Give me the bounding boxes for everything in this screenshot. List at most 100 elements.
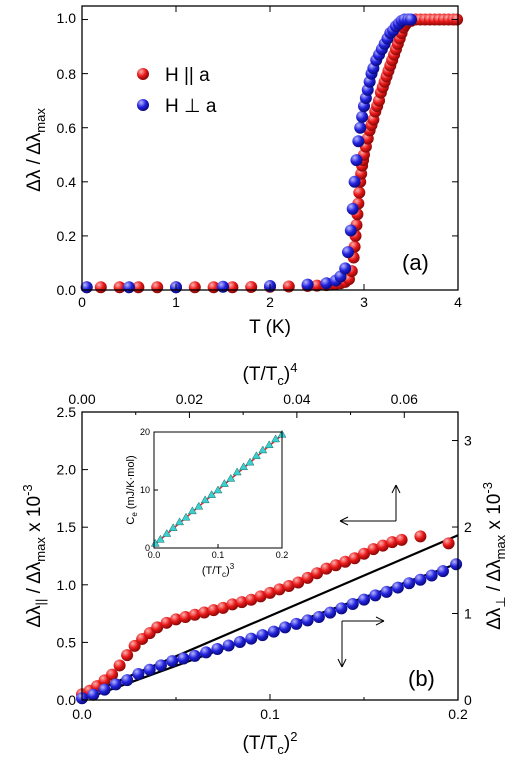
b-point-parallel-19 <box>235 596 248 609</box>
b-point-perp-25 <box>358 593 370 606</box>
b-lytick-1: 0.5 <box>57 634 77 650</box>
in-xtick-1: 0.1 <box>212 550 225 560</box>
b-point-perp-6 <box>143 663 156 676</box>
b-point-parallel-6 <box>121 649 134 662</box>
a-point-perp-15 <box>352 135 365 148</box>
b-point-parallel-12 <box>170 613 182 626</box>
legend-marker-parallel <box>137 68 149 80</box>
b-point-perp-30 <box>414 573 427 586</box>
panel-b-left-yticklabels: 0.0 0.5 1.0 1.5 2.0 2.5 <box>57 404 77 708</box>
b-point-parallel-21 <box>254 590 267 603</box>
panel-a-ticks <box>81 6 459 291</box>
b-point-parallel-27 <box>311 567 323 580</box>
b-point-parallel-16 <box>207 604 220 617</box>
b-point-perp-14 <box>233 636 246 649</box>
b-point-parallel-31 <box>348 552 361 565</box>
b-point-parallel-36 <box>395 533 408 546</box>
panel-a-points <box>80 13 464 294</box>
a-point-perp-36 <box>405 13 417 26</box>
b-point-parallel-5 <box>113 659 126 672</box>
inset-point-2 <box>162 528 172 537</box>
a-xtick-2: 2 <box>266 294 274 310</box>
a-point-perp-6 <box>320 277 333 290</box>
b-panel-label: (b) <box>408 666 435 691</box>
a-point-parallel-11 <box>282 280 295 293</box>
b-xtick-2: 0.2 <box>448 706 468 722</box>
panel-b-top-xticklabels: 0.00 0.02 0.04 0.06 <box>68 391 418 407</box>
inset-point-9 <box>207 490 217 498</box>
inset-xticklabels: 0.0 0.1 0.2 <box>148 550 289 560</box>
inset-point-0 <box>150 538 160 547</box>
arrow-down-icon <box>337 621 347 668</box>
inset-point-4 <box>175 517 185 526</box>
b-point-perp-11 <box>200 646 213 659</box>
inset-yticklabels: 0 10 20 <box>140 427 150 553</box>
inset: 0.0 0.1 0.2 0 10 20 (T/Tc)3 Ce (mJ/K·mol… <box>125 427 288 579</box>
inset-point-13 <box>232 467 242 476</box>
b-xtick-0: 0.0 <box>72 706 92 722</box>
b-point-perp-26 <box>369 589 382 602</box>
b-xlabel: (T/Tc)2 <box>243 729 298 757</box>
inset-point-17 <box>258 445 268 454</box>
inset-point-15 <box>245 457 255 466</box>
a-panel-label: (a) <box>402 250 429 275</box>
b-point-parallel-35 <box>386 536 399 549</box>
b-point-perp-29 <box>403 577 416 590</box>
a-xtick-1: 1 <box>172 294 180 310</box>
inset-point-10 <box>213 485 223 494</box>
a-ytick-2: 0.4 <box>57 174 77 190</box>
b-point-parallel-30 <box>339 555 352 568</box>
b-point-parallel-34 <box>376 539 389 552</box>
b-point-parallel-24 <box>282 579 295 592</box>
b-point-perp-21 <box>312 610 325 623</box>
in-ytick-1: 10 <box>140 485 150 495</box>
b-point-perp-19 <box>290 617 303 630</box>
a-point-perp-11 <box>344 224 357 237</box>
b-rytick-0: 0 <box>464 692 472 708</box>
b-point-perp-7 <box>154 659 167 672</box>
inset-point-1 <box>155 534 165 543</box>
panel-a: 0 1 2 3 4 0.0 0.2 0.4 0.6 0.8 1.0 T (K) … <box>24 5 464 338</box>
legend-marker-perp <box>137 99 149 111</box>
legend: H || a H ⊥ a <box>137 65 217 117</box>
b-point-perp-15 <box>245 632 258 645</box>
b-point-perp-2 <box>98 683 111 696</box>
a-point-perp-13 <box>348 175 361 188</box>
b-point-perp-1 <box>87 688 100 701</box>
b-topxtick-3: 0.06 <box>391 391 418 407</box>
b-point-parallel-38 <box>442 537 455 550</box>
a-point-perp-5 <box>301 278 314 291</box>
inset-point-6 <box>187 506 197 515</box>
panel-b-points <box>76 530 463 705</box>
a-ytick-5: 1.0 <box>57 10 77 26</box>
b-point-perp-33 <box>450 558 463 571</box>
in-xtick-0: 0.0 <box>148 550 161 560</box>
b-lytick-2: 1.0 <box>57 577 77 593</box>
b-point-parallel-22 <box>264 586 276 599</box>
b-point-parallel-15 <box>198 606 211 619</box>
panel-b-right-yticklabels: 0 1 2 3 <box>464 433 472 709</box>
b-rytick-3: 3 <box>464 433 472 449</box>
inset-point-19 <box>271 434 281 443</box>
a-ylabel-main: Δλ / Δλ <box>24 132 45 192</box>
b-point-perp-9 <box>177 652 190 665</box>
b-point-parallel-13 <box>179 611 192 624</box>
b-point-parallel-17 <box>217 601 229 614</box>
inset-points <box>150 429 287 547</box>
b-point-perp-31 <box>425 569 438 582</box>
b-point-perp-10 <box>188 649 201 662</box>
panel-a-xticklabels: 0 1 2 3 4 <box>78 294 462 310</box>
b-point-parallel-26 <box>301 571 314 584</box>
a-point-perp-10 <box>342 246 355 259</box>
b-point-perp-28 <box>391 581 404 594</box>
b-point-parallel-32 <box>358 547 370 560</box>
arrow-left-icon <box>339 516 396 526</box>
b-topxtick-0: 0.00 <box>68 391 95 407</box>
panel-b: 0.0 0.1 0.2 (T/Tc)2 0.00 0.02 0.04 0.06 … <box>20 360 508 757</box>
b-topxtick-1: 0.02 <box>176 391 203 407</box>
b-point-perp-23 <box>335 602 348 615</box>
b-lytick-4: 2.0 <box>57 462 77 478</box>
a-ylabel: Δλ / Δλmax <box>24 108 48 192</box>
a-point-perp-14 <box>350 154 363 167</box>
arrow-right-icon <box>342 616 385 626</box>
